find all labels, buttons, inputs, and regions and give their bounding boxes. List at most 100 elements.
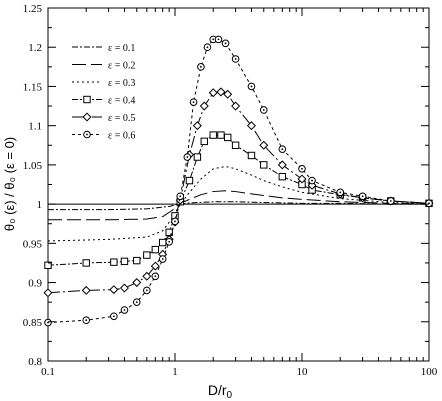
data-point-circle-dot — [154, 275, 157, 278]
data-point-circle-dot — [168, 240, 171, 243]
legend-entry: ε = 0.3 — [72, 78, 135, 89]
y-tick-label: 0.85 — [23, 317, 43, 329]
data-point-square — [193, 153, 202, 161]
y-tick-label: 0.95 — [23, 238, 43, 250]
legend-label: ε = 0.1 — [108, 43, 135, 54]
data-point-circle-dot — [281, 148, 284, 151]
data-point-square — [217, 131, 225, 139]
data-point-square — [185, 176, 194, 185]
data-point-diamond — [208, 88, 218, 98]
data-point-square — [110, 258, 118, 266]
y-tick-label: 0.8 — [28, 356, 42, 368]
y-tick-label: 1.2 — [28, 42, 42, 54]
data-point-circle-dot — [206, 46, 209, 49]
data-point-square — [260, 161, 268, 169]
data-point-square — [278, 172, 287, 181]
legend: ε = 0.1 ε = 0.2 ε = 0.3 ε = 0.4 ε = 0.5 ε = 0… — [72, 43, 135, 142]
y-tick-label: 0.9 — [28, 278, 42, 290]
y-axis-ticks: 0.8 0.85 0.9 0.95 1 1.05 1.1 1.15 1.2 1.25 — [23, 3, 429, 368]
data-point-square — [247, 151, 256, 160]
y-tick-label: 1.25 — [23, 3, 43, 15]
data-point-diamond — [119, 283, 129, 293]
data-point-diamond — [109, 285, 119, 295]
data-point-circle-dot — [135, 301, 138, 304]
data-point-diamond — [246, 121, 256, 131]
x-tick-label: 10 — [297, 366, 309, 378]
series-6 — [44, 35, 433, 327]
data-point-diamond — [43, 288, 53, 298]
data-point-square — [44, 261, 52, 269]
legend-entry: ε = 0.2 — [72, 61, 135, 72]
data-point-circle-dot — [212, 38, 215, 41]
data-point-circle-dot — [389, 200, 392, 202]
data-point-circle-dot — [145, 289, 148, 292]
data-point-square — [231, 141, 240, 149]
y-tick-label: 1.15 — [23, 81, 43, 93]
data-point-diamond — [216, 87, 226, 97]
series-1 — [48, 201, 429, 211]
data-point-circle-dot — [200, 65, 202, 68]
series-line — [48, 190, 430, 221]
x-axis-title: D/r0 — [208, 382, 233, 401]
data-point-circle-dot — [262, 109, 265, 111]
legend-label: ε = 0.5 — [108, 113, 135, 124]
data-point-diamond — [82, 112, 92, 122]
legend-entry: ε = 0.4 — [72, 96, 135, 107]
data-point-circle-dot — [174, 220, 176, 223]
legend-label: ε = 0.3 — [108, 78, 135, 89]
x-axis-ticks: 0.1 1 10 100 — [41, 8, 438, 378]
legend-label: ε = 0.6 — [108, 131, 135, 142]
data-point-circle-dot — [86, 133, 88, 136]
data-point-diamond — [81, 285, 91, 295]
series-layer — [43, 35, 434, 327]
data-point-square — [200, 137, 208, 146]
data-point-square — [151, 245, 160, 254]
x-tick-label: 100 — [421, 366, 438, 378]
legend-entry: ε = 0.6 — [72, 131, 135, 142]
y-axis-title: θ₀ (ε) / θ₀ (ε = 0) — [2, 137, 17, 231]
data-point-diamond — [277, 160, 287, 170]
y-tick-label: 1.05 — [23, 160, 43, 172]
data-point-circle-dot — [192, 101, 195, 104]
series-line — [47, 134, 430, 266]
data-point-circle-dot — [311, 179, 313, 182]
data-point-circle-dot — [224, 42, 227, 45]
x-tick-label: 0.1 — [41, 366, 55, 378]
data-point-square — [209, 131, 217, 139]
data-point-square — [224, 133, 232, 142]
data-point-diamond — [150, 261, 160, 271]
legend-label: ε = 0.4 — [108, 96, 135, 107]
data-point-circle-dot — [339, 191, 342, 194]
data-point-square — [133, 256, 141, 265]
y-tick-label: 1 — [37, 199, 43, 211]
series-line — [48, 201, 429, 211]
data-point-diamond — [259, 140, 269, 150]
data-point-circle-dot — [361, 195, 364, 198]
plot-area: 0.1 1 10 100 0.8 0.85 0.9 0.95 1 1.05 1.1 1.15 1.2 1… — [23, 3, 438, 378]
data-point-diamond — [297, 174, 307, 184]
data-point-circle-dot — [186, 156, 189, 158]
data-point-circle-dot — [112, 315, 115, 318]
data-point-square — [82, 259, 90, 267]
series-line — [47, 38, 430, 324]
data-point-diamond — [199, 101, 209, 111]
legend-label: ε = 0.2 — [108, 61, 135, 72]
data-point-square — [158, 238, 167, 247]
x-tick-label: 1 — [172, 366, 178, 378]
data-point-circle-dot — [161, 258, 164, 260]
series-4 — [44, 131, 433, 269]
y-tick-label: 1.1 — [28, 121, 42, 133]
data-point-square — [83, 95, 91, 104]
data-point-diamond — [192, 121, 202, 131]
legend-entry: ε = 0.1 — [72, 43, 135, 54]
data-point-circle-dot — [179, 195, 182, 198]
series-2 — [48, 190, 430, 221]
data-point-square — [143, 251, 151, 259]
data-point-diamond — [223, 89, 233, 99]
data-point-circle-dot — [250, 85, 253, 88]
data-point-circle-dot — [123, 309, 126, 311]
data-point-circle-dot — [217, 38, 220, 41]
data-point-circle-dot — [234, 58, 237, 60]
x-axis-title-subscript: 0 — [227, 390, 233, 401]
